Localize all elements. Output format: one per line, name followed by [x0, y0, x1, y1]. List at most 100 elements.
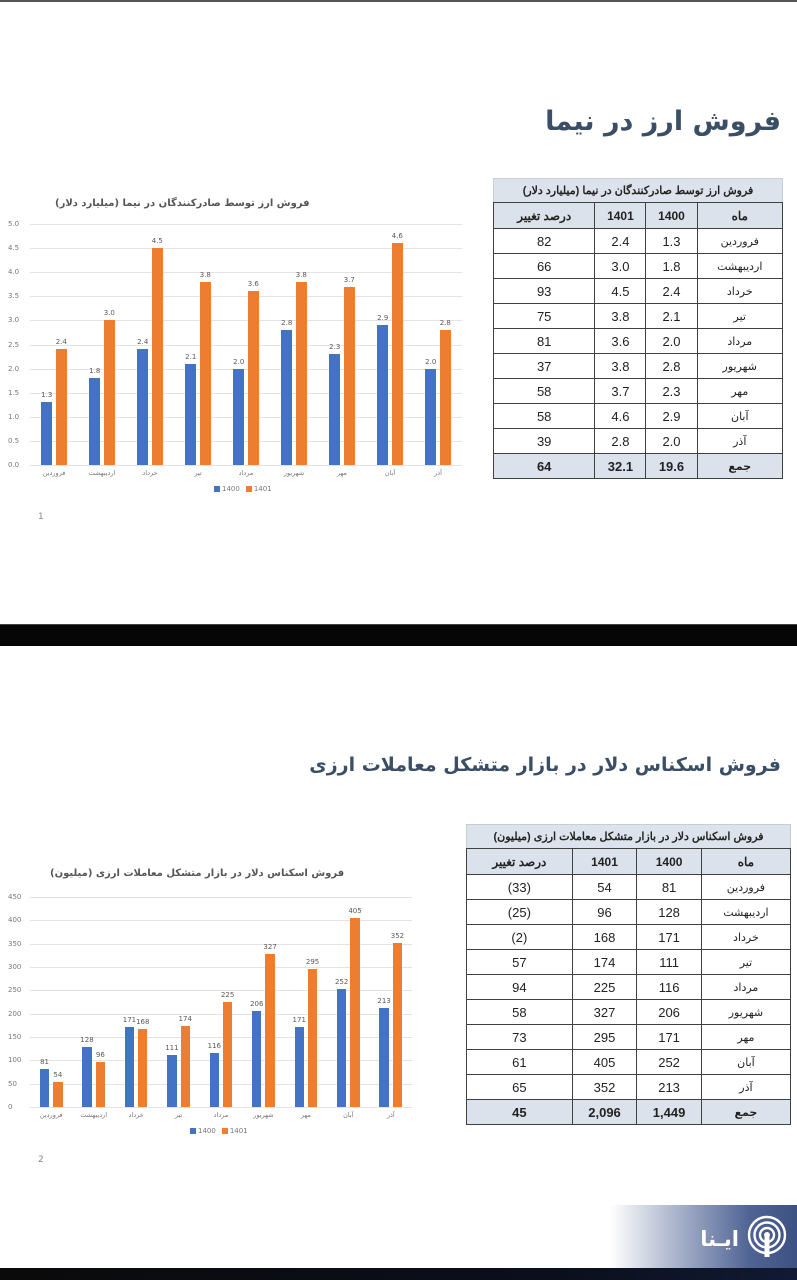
y-tick-label: 2.0	[8, 364, 20, 373]
value-cell: 58	[492, 378, 596, 404]
table-header-row: ماه 1400 1401 درصد تغییر	[466, 848, 792, 875]
value-cell: (33)	[466, 874, 573, 900]
y-tick-label: 4.5	[8, 244, 20, 253]
legend-item-1400: 1400	[214, 485, 240, 493]
bar-value-label: 171	[292, 1016, 306, 1025]
x-tick-label: آبان	[343, 1111, 354, 1119]
bar-value-label: 295	[305, 958, 320, 967]
bar-1400	[425, 368, 436, 465]
bar-value-label: 54	[53, 1070, 63, 1079]
value-cell: 2.8	[645, 353, 698, 379]
total-label: جمع	[696, 453, 784, 479]
table-row: مرداد 2.0 3.6 81	[492, 328, 784, 354]
chart-title: فروش ارز توسط صادرکنندگان در نیما (میلیا…	[55, 198, 310, 209]
column-header: 1401	[571, 848, 638, 875]
gridline	[30, 272, 462, 274]
bar-value-label: 352	[390, 931, 405, 940]
table-row: آبان 2.9 4.6 58	[492, 403, 784, 429]
bar-1401	[265, 954, 275, 1107]
bar-value-label: 327	[263, 943, 277, 952]
month-cell: مرداد	[700, 974, 792, 1000]
value-cell: 58	[466, 999, 573, 1025]
bar-1401	[200, 281, 211, 465]
y-tick-label: 5.0	[8, 220, 20, 228]
gridline	[30, 1060, 412, 1062]
table-row: مهر 2.3 3.7 58	[492, 378, 784, 404]
value-cell: 252	[636, 1049, 702, 1075]
column-header: 1401	[594, 202, 647, 229]
bar-1401	[296, 281, 307, 465]
legend-label: 1400	[222, 485, 240, 493]
month-cell: فروردین	[700, 874, 792, 900]
table-row: خرداد 171 168 (2)	[466, 924, 792, 950]
gridline	[30, 897, 412, 898]
top-border	[0, 0, 797, 2]
bar-1401	[307, 969, 318, 1107]
x-tick-label: فروردین	[42, 469, 66, 477]
bottom-band	[0, 1268, 797, 1280]
gridline	[30, 368, 462, 370]
gridline	[30, 943, 412, 945]
y-tick-label: 1.0	[8, 412, 20, 421]
month-cell: تیر	[700, 949, 792, 975]
bar-1401	[180, 1025, 190, 1107]
x-tick-label: اردیبهشت	[88, 469, 116, 477]
gridline	[30, 990, 412, 992]
value-cell: 37	[492, 353, 596, 379]
table-caption: فروش ارز توسط صادرکنندگان در نیما (میلیا…	[493, 178, 783, 202]
y-tick-label: 50	[8, 1079, 17, 1088]
gridline	[30, 440, 462, 442]
x-tick-label: آذر	[434, 469, 442, 477]
month-cell: خرداد	[696, 278, 784, 304]
value-cell: 61	[466, 1049, 573, 1075]
slide-title: فروش اسکناس دلار در بازار متشکل معاملات …	[309, 754, 781, 776]
y-tick-label: 0.5	[8, 436, 20, 445]
bar-1401	[440, 330, 451, 465]
value-cell: 96	[571, 899, 638, 925]
x-tick-label: خرداد	[142, 469, 158, 477]
month-cell: آبان	[700, 1049, 792, 1075]
bar-1400	[336, 989, 347, 1107]
legend-label: 1401	[229, 1127, 248, 1135]
gridline	[30, 1107, 412, 1108]
bar-value-label: 3.8	[295, 270, 307, 279]
month-cell: مرداد	[696, 328, 784, 354]
month-cell: فروردین	[696, 228, 784, 254]
table-row: تیر 111 174 57	[466, 949, 792, 975]
bar-1400	[82, 1047, 92, 1107]
y-tick-label: 2.5	[8, 340, 20, 349]
value-cell: 3.8	[594, 303, 647, 329]
value-cell: 3.7	[594, 378, 647, 404]
value-cell: 4.6	[594, 403, 647, 429]
brand-logo: ایـنا	[610, 1205, 797, 1268]
legend-swatch	[214, 486, 220, 492]
value-cell: 2.8	[594, 428, 647, 454]
table-row: مهر 171 295 73	[466, 1024, 792, 1050]
table-row: فروردین 1.3 2.4 82	[492, 228, 784, 254]
legend-swatch	[245, 486, 252, 492]
y-tick-label: 0.0	[8, 461, 20, 469]
bar-value-label: 116	[207, 1041, 222, 1050]
bar-value-label: 2.1	[185, 352, 197, 361]
value-cell: 174	[571, 949, 638, 975]
month-cell: تیر	[696, 303, 784, 329]
table-row: شهریور 206 327 58	[466, 999, 792, 1025]
column-header: درصد تغییر	[492, 202, 596, 229]
value-cell: 57	[466, 949, 573, 975]
value-cell: 352	[571, 1074, 638, 1100]
gridline	[30, 416, 462, 418]
bar-value-label: 2.9	[377, 314, 389, 323]
bar-value-label: 2.8	[439, 319, 451, 328]
legend-label: 1400	[198, 1127, 216, 1135]
x-tick-label: فروردین	[39, 1111, 63, 1119]
gridline	[30, 248, 462, 250]
gridline	[30, 392, 462, 394]
bar-1401	[152, 248, 163, 465]
month-cell: مهر	[696, 378, 784, 404]
column-header: درصد تغییر	[466, 848, 573, 875]
gridline	[30, 1013, 412, 1015]
chart-title: فروش اسکناس دلار در بازار متشکل معاملات …	[50, 868, 345, 879]
bar-value-label: 128	[80, 1036, 94, 1045]
bar-value-label: 252	[334, 978, 349, 987]
value-cell: 206	[636, 999, 702, 1025]
